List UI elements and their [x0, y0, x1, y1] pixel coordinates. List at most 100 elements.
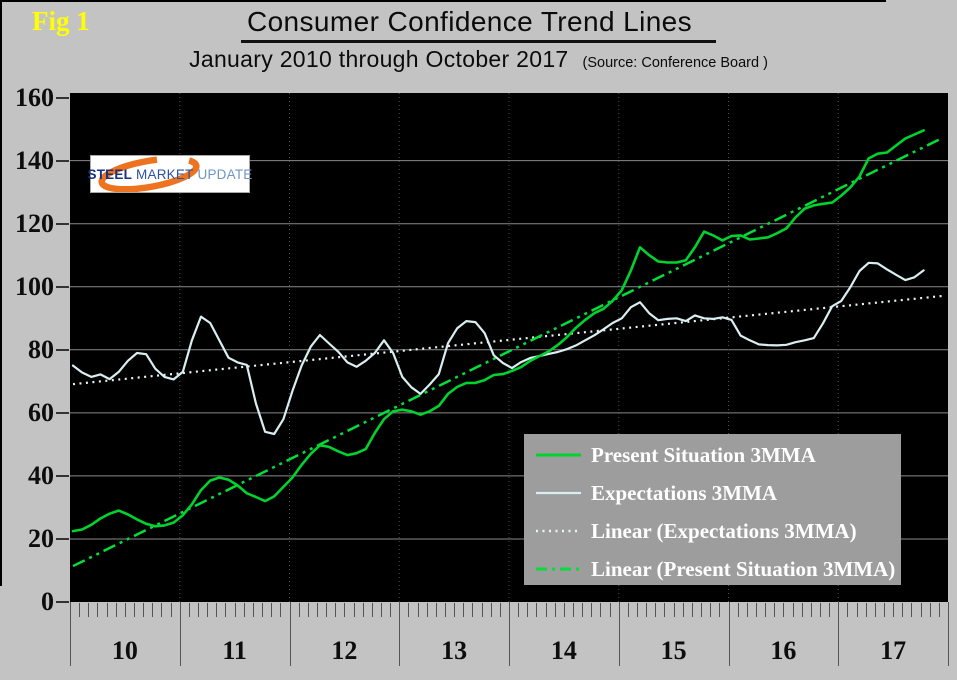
x-axis-minor-tick — [481, 603, 483, 617]
x-axis-minor-tick — [88, 603, 90, 617]
trendline-trend_expectations — [72, 294, 944, 386]
legend-line-sample-icon — [536, 567, 581, 571]
x-axis-minor-tick — [243, 603, 245, 617]
legend-row: Linear (Present Situation 3MMA) — [524, 550, 901, 588]
x-axis-minor-tick — [316, 603, 318, 617]
x-axis-minor-tick — [810, 603, 812, 617]
x-axis-minor-tick — [691, 603, 693, 617]
x-axis-minor-tick — [582, 603, 584, 617]
y-axis-tick — [56, 411, 69, 414]
y-axis-tick — [56, 285, 69, 288]
x-axis-minor-tick — [737, 603, 739, 617]
legend-label: Linear (Expectations 3MMA) — [591, 518, 857, 543]
y-axis-label: 0 — [41, 587, 54, 616]
legend-label: Present Situation 3MMA — [591, 442, 816, 467]
x-axis-minor-tick — [673, 603, 675, 617]
x-axis-year-separator — [618, 602, 620, 666]
x-axis-minor-tick — [883, 603, 885, 617]
logo-text: STEEL MARKET UPDATE — [88, 156, 253, 192]
x-axis-minor-tick — [362, 603, 364, 617]
x-axis-minor-tick — [225, 603, 227, 617]
x-axis-minor-tick — [134, 603, 136, 617]
legend-line-sample-icon — [536, 453, 581, 457]
chart-title: Consumer Confidence Trend Lines — [240, 6, 717, 43]
x-axis-year-label: 15 — [660, 636, 687, 665]
x-axis-minor-tick — [554, 603, 556, 617]
x-axis-minor-tick — [563, 603, 565, 617]
x-axis-minor-tick — [536, 603, 538, 617]
x-axis-minor-tick — [929, 603, 931, 617]
x-axis-minor-tick — [207, 603, 209, 617]
y-axis-label: 100 — [15, 271, 54, 301]
y-axis-label: 80 — [28, 334, 54, 364]
x-axis-minor-tick — [746, 603, 748, 617]
x-axis-minor-tick — [298, 603, 300, 617]
x-axis-minor-tick — [627, 603, 629, 617]
x-axis-minor-tick — [170, 603, 172, 617]
x-axis-minor-tick — [710, 603, 712, 617]
x-axis-minor-tick — [801, 603, 803, 617]
legend-line-sample-icon — [536, 529, 581, 533]
x-axis-minor-tick — [609, 603, 611, 617]
x-axis-year-separator — [838, 602, 840, 666]
legend-row: Expectations 3MMA — [524, 474, 901, 512]
x-axis-minor-tick — [371, 603, 373, 617]
page-border-left — [0, 0, 2, 586]
x-axis-minor-tick — [444, 603, 446, 617]
y-axis-tick — [56, 474, 69, 477]
series-line-expectations — [71, 261, 925, 436]
x-axis-minor-tick — [143, 603, 145, 617]
x-axis-minor-tick — [646, 603, 648, 617]
x-axis-minor-tick — [280, 603, 282, 617]
y-axis-label: 160 — [15, 82, 54, 112]
x-axis-year-label: 10 — [111, 636, 138, 665]
x-axis-minor-tick — [152, 603, 154, 617]
legend-line-sample-icon — [536, 491, 581, 495]
x-axis-year-separator — [179, 602, 181, 666]
x-axis-minor-tick — [463, 603, 465, 617]
x-axis-minor-tick — [874, 603, 876, 617]
x-axis-minor-tick — [655, 603, 657, 617]
x-axis-minor-tick — [271, 603, 273, 617]
x-axis-minor-tick — [124, 603, 126, 617]
y-axis-tick — [56, 159, 69, 162]
logo-word-update: UPDATE — [197, 166, 253, 182]
x-axis-minor-tick — [911, 603, 913, 617]
y-axis-tick — [56, 348, 69, 351]
y-axis-label: 20 — [28, 523, 54, 553]
x-axis-minor-tick — [454, 603, 456, 617]
x-axis-minor-tick — [637, 603, 639, 617]
x-axis-minor-tick — [902, 603, 904, 617]
x-axis-minor-tick — [380, 603, 382, 617]
logo-swoosh-icon — [98, 156, 200, 192]
x-axis-year-label: 12 — [331, 636, 358, 665]
x-axis-minor-tick — [417, 603, 419, 617]
y-axis-label: 120 — [15, 208, 54, 238]
legend-row: Linear (Expectations 3MMA) — [524, 512, 901, 550]
x-axis-minor-tick — [335, 603, 337, 617]
legend-label: Linear (Present Situation 3MMA) — [591, 556, 896, 581]
x-axis-minor-tick — [344, 603, 346, 617]
page-border-top — [0, 0, 886, 2]
x-axis-minor-tick — [920, 603, 922, 617]
x-axis-minor-tick — [829, 603, 831, 617]
legend: Present Situation 3MMA Expectations 3MMA L… — [524, 434, 901, 585]
x-axis-minor-tick — [893, 603, 895, 617]
x-axis-minor-tick — [262, 603, 264, 617]
figure-label: Fig 1 — [32, 6, 90, 36]
x-axis-minor-tick — [755, 603, 757, 617]
y-axis-tick — [56, 96, 69, 99]
x-axis-minor-tick — [408, 603, 410, 617]
x-axis-minor-tick — [664, 603, 666, 617]
subtitle-wrap: January 2010 through October 2017 (Source… — [0, 46, 957, 73]
y-axis-tick — [56, 222, 69, 225]
chart-subtitle: January 2010 through October 2017 — [189, 46, 569, 72]
x-axis-minor-tick — [390, 603, 392, 617]
logo-word-market: MARKET — [136, 166, 194, 182]
x-axis-minor-tick — [518, 603, 520, 617]
x-axis-minor-tick — [499, 603, 501, 617]
x-axis-minor-tick — [435, 603, 437, 617]
title-wrap: Consumer Confidence Trend Lines — [0, 6, 957, 43]
x-axis-minor-tick — [527, 603, 529, 617]
